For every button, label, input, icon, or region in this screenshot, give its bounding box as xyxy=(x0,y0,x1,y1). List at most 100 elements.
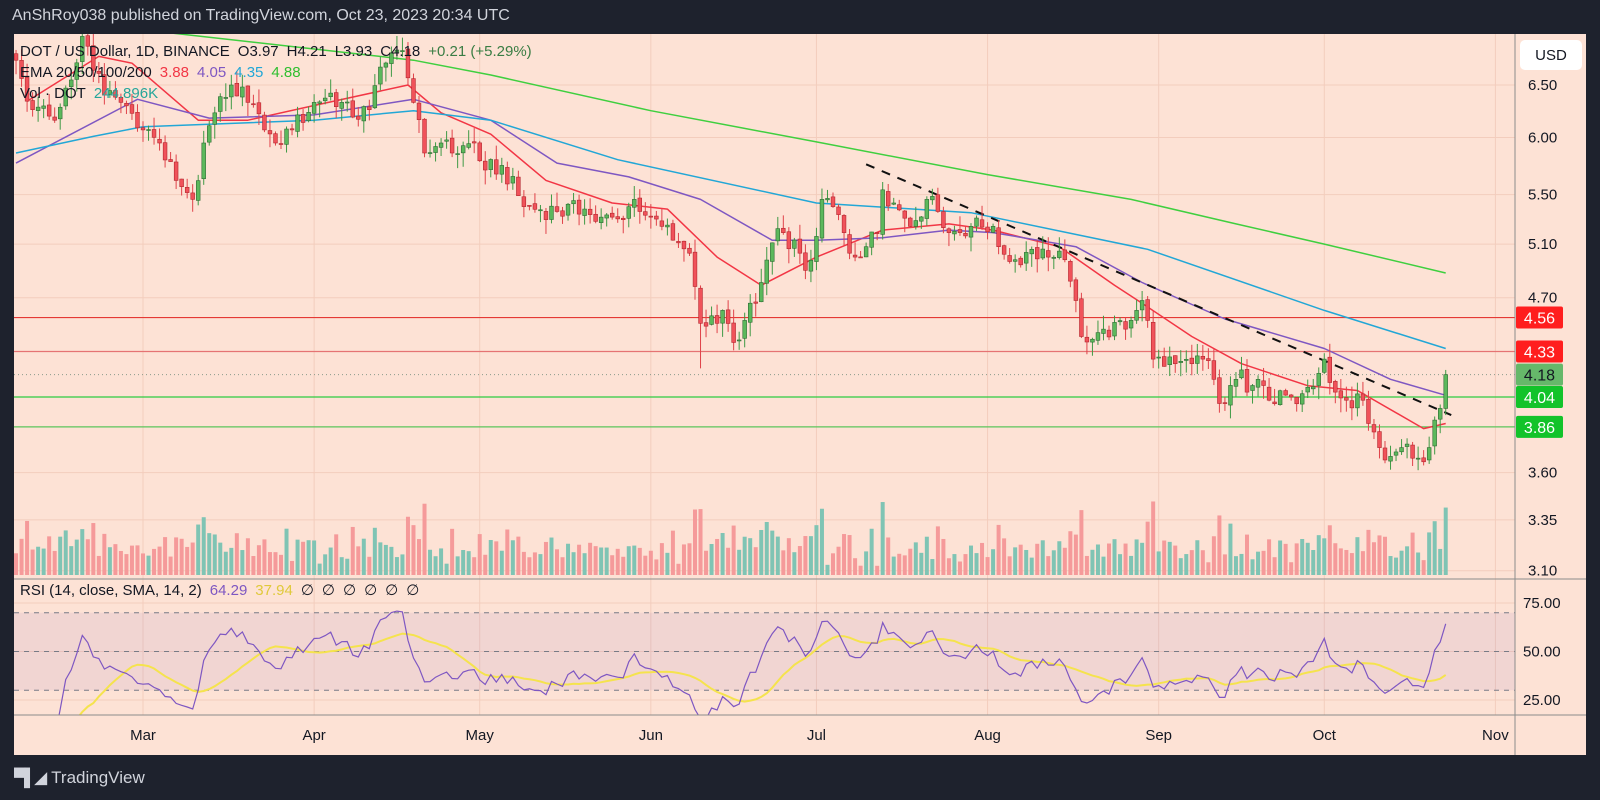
volume-bar xyxy=(1145,521,1150,575)
candle-body xyxy=(979,219,985,228)
volume-bar xyxy=(1250,559,1255,575)
volume-bar xyxy=(1383,536,1387,575)
candle-body xyxy=(946,228,952,233)
candle-body xyxy=(841,215,847,233)
volume-bar xyxy=(902,555,907,575)
volume-bar xyxy=(781,550,786,575)
volume-bar xyxy=(1239,553,1244,575)
candle-body xyxy=(836,206,841,215)
candle-body xyxy=(549,205,554,220)
volume-bar xyxy=(1112,539,1117,575)
volume-bar xyxy=(494,541,499,575)
candle-body xyxy=(394,49,400,54)
volume-bar xyxy=(1316,535,1321,575)
candle-body xyxy=(587,208,593,215)
candle-body xyxy=(289,128,295,131)
candle-body xyxy=(91,45,96,71)
descending-trendline[interactable] xyxy=(865,163,1452,416)
ema200-value: 4.88 xyxy=(271,64,301,81)
volume-bar xyxy=(797,546,802,575)
volume-bar xyxy=(615,548,620,575)
candle-body xyxy=(322,97,328,102)
volume-bar xyxy=(312,540,317,575)
volume-bar xyxy=(1107,543,1111,575)
candle-body xyxy=(698,287,703,324)
volume-bar xyxy=(980,542,985,575)
candle-body xyxy=(571,200,576,205)
candle-body xyxy=(764,259,769,284)
candle-body xyxy=(1051,256,1057,259)
candle-body xyxy=(891,202,896,205)
candle-body xyxy=(521,196,527,207)
volume-bar xyxy=(85,539,90,575)
volume-bar xyxy=(1427,532,1432,575)
volume-bar xyxy=(400,554,405,575)
candle-body xyxy=(184,186,190,193)
volume-bar xyxy=(74,539,79,575)
candle-body xyxy=(632,199,637,208)
candle-body xyxy=(30,100,35,110)
volume-bar xyxy=(1222,554,1227,575)
volume-bar xyxy=(47,536,52,575)
volume-bar xyxy=(555,549,559,575)
volume-bar xyxy=(1151,501,1156,575)
volume-bar xyxy=(52,550,57,575)
candle-body xyxy=(201,142,206,180)
volume-bar xyxy=(836,546,841,575)
volume-bar xyxy=(356,546,361,575)
volume-bar xyxy=(996,524,1001,575)
volume-bar xyxy=(720,533,725,575)
price-level-badge xyxy=(1516,363,1563,386)
volume-bar xyxy=(102,533,107,575)
candle-body xyxy=(852,254,858,258)
rsi-empty-value: ∅ xyxy=(385,582,399,599)
candle-body xyxy=(1382,447,1388,461)
volume-bar xyxy=(1002,538,1007,575)
volume-bar xyxy=(1084,555,1089,575)
candle-body xyxy=(830,196,836,207)
candle-body xyxy=(538,209,543,212)
currency-button[interactable]: USD xyxy=(1520,40,1582,70)
candle-body xyxy=(1277,390,1283,405)
candle-body xyxy=(720,310,725,324)
volume-bar xyxy=(891,556,896,575)
symbol-name[interactable]: DOT / US Dollar, 1D, BINANCE xyxy=(20,43,230,60)
volume-bar xyxy=(1399,550,1404,575)
ema50-value: 4.05 xyxy=(196,64,227,81)
candle-body xyxy=(1239,369,1244,379)
candle-body xyxy=(251,103,256,106)
volume-bar xyxy=(1013,547,1018,575)
price-tick-label: 5.50 xyxy=(1528,187,1557,204)
ema-label[interactable]: EMA 20/50/100/200 xyxy=(20,64,152,81)
rsi-label[interactable]: RSI (14, close, SMA, 14, 2) xyxy=(20,582,202,599)
candle-body xyxy=(234,82,240,97)
volume-bar xyxy=(179,538,184,575)
rsi-empty-value: ∅ xyxy=(321,582,335,599)
candle-body xyxy=(527,205,532,207)
candle-body xyxy=(565,203,571,216)
candle-body xyxy=(1360,393,1366,401)
candle-body xyxy=(278,143,284,145)
candle-body xyxy=(974,217,979,227)
volume-bar xyxy=(737,549,742,575)
candle-body xyxy=(621,217,626,220)
candle-body xyxy=(990,226,996,233)
volume-bar xyxy=(1305,542,1310,575)
candle-body xyxy=(229,84,234,98)
volume-bar xyxy=(1051,550,1056,575)
volume-bar xyxy=(1073,534,1078,575)
volume-bar xyxy=(345,558,350,575)
candle-body xyxy=(140,127,146,131)
price-level-badge-label: 4.04 xyxy=(1524,390,1555,407)
brand-name: TradingView xyxy=(51,768,145,787)
volume-bar xyxy=(389,546,394,575)
volume-bar xyxy=(444,563,449,575)
volume-bar xyxy=(1327,525,1332,575)
volume-bar xyxy=(1134,539,1139,575)
volume-bar xyxy=(301,541,306,575)
volume-bar xyxy=(207,533,212,575)
volume-bar xyxy=(1443,507,1448,575)
volume-label[interactable]: Vol · DOT xyxy=(20,85,86,102)
volume-bar xyxy=(1184,554,1189,575)
